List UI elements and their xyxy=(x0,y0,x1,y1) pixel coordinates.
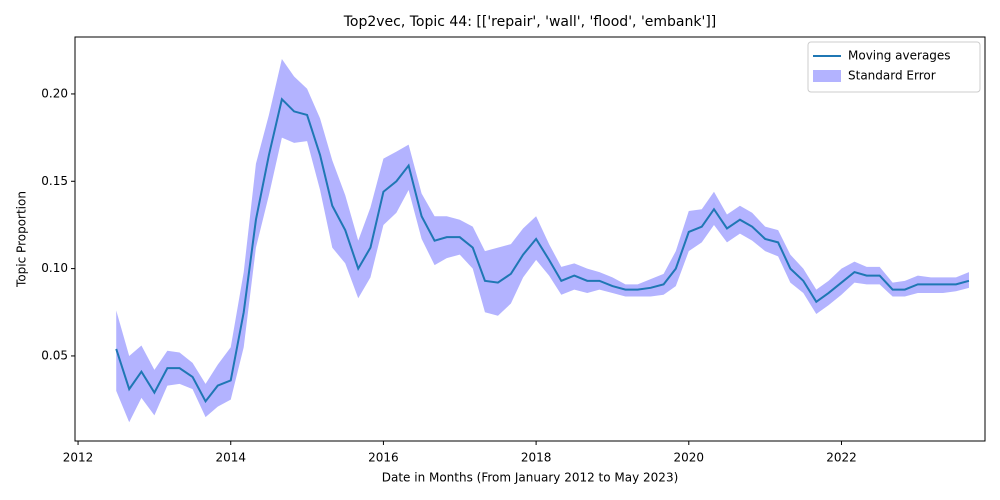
x-axis-label: Date in Months (From January 2012 to May… xyxy=(382,471,679,485)
error-band xyxy=(116,59,969,423)
plot-frame xyxy=(74,36,986,442)
y-tick-label: 0.15 xyxy=(41,174,68,188)
x-tick-label: 2016 xyxy=(368,451,399,465)
line xyxy=(115,97,970,404)
chart-title: Top2vec, Topic 44: [['repair', 'wall', '… xyxy=(343,14,717,30)
legend-swatch xyxy=(813,70,841,82)
y-axis-label: Topic Proportion xyxy=(15,191,29,288)
legend-box xyxy=(807,41,981,93)
y-tick-label: 0.10 xyxy=(41,261,68,275)
legend-label: Moving averages xyxy=(848,49,951,63)
legend-label: Standard Error xyxy=(848,69,936,83)
x-tick-label: 2020 xyxy=(674,451,705,465)
x-tick-label: 2018 xyxy=(521,451,552,465)
x-tick-label: 2014 xyxy=(215,451,246,465)
x-tick-label: 2022 xyxy=(826,451,857,465)
x-tick-label: 2012 xyxy=(63,451,94,465)
legend: Moving averages Standard Error xyxy=(807,41,981,93)
y-tick-label: 0.20 xyxy=(41,86,68,100)
y-tick-label: 0.05 xyxy=(41,348,68,362)
